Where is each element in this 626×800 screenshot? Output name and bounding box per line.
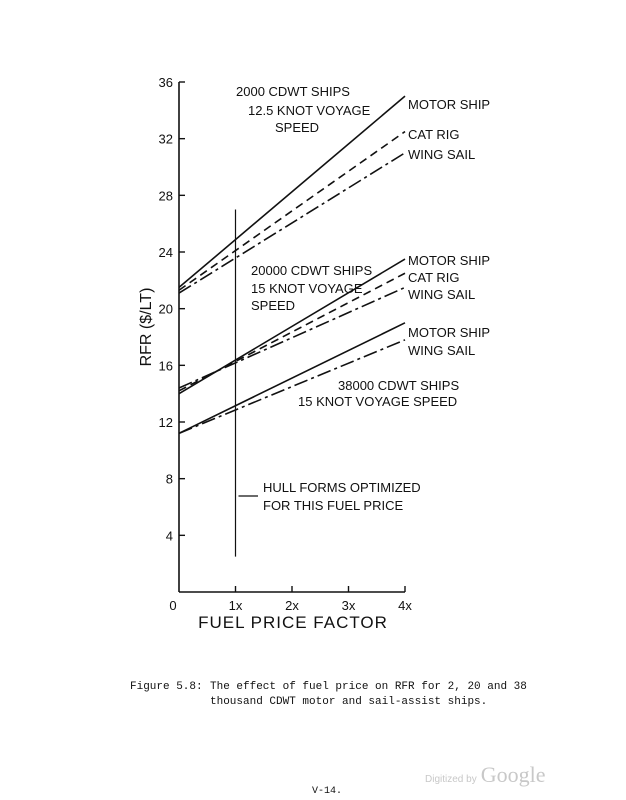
x-axis-title: FUEL PRICE FACTOR (198, 613, 388, 632)
reference-annotation-line-0: HULL FORMS OPTIMIZED (263, 480, 421, 495)
x-tick-label-4: 4x (398, 598, 412, 613)
x-tick-label-2: 2x (285, 598, 299, 613)
y-tick-label-12: 12 (159, 415, 173, 430)
y-tick-label-24: 24 (159, 245, 173, 260)
series-lines (178, 95, 406, 435)
x-tick-label-0: 0 (169, 598, 176, 613)
annotations: HULL FORMS OPTIMIZED FOR THIS FUEL PRICE (234, 209, 421, 557)
group-label-0-line-2: SPEED (275, 120, 319, 135)
y-tick-label-28: 28 (159, 188, 173, 203)
caption-line-2: thousand CDWT motor and sail-assist ship… (210, 696, 488, 708)
x-tick-label-3: 3x (342, 598, 356, 613)
ticks: 4 8 12 16 20 24 28 32 36 0 1x 2x 3x 4x (159, 75, 413, 613)
series-label-g1-cat-rig: CAT RIG (408, 270, 460, 285)
group-label-0-line-1: 12.5 KNOT VOYAGE (248, 103, 371, 118)
y-tick-label-32: 32 (159, 132, 173, 147)
watermark-brand: Google (480, 762, 546, 787)
series-line-g0-wing-sail (178, 152, 406, 294)
caption-label: Figure 5.8: (130, 681, 203, 693)
caption-line-1: The effect of fuel price on RFR for 2, 2… (210, 681, 527, 693)
y-tick-label-4: 4 (166, 528, 173, 543)
series-line-g2-motor-ship (178, 322, 406, 435)
group-label-2-line-0: 38000 CDWT SHIPS (338, 378, 459, 393)
y-tick-label-16: 16 (159, 358, 173, 373)
series-label-g0-motor-ship: MOTOR SHIP (408, 97, 490, 112)
page-number: V-14. (312, 786, 343, 797)
series-line-g1-cat-rig (178, 272, 406, 392)
rfr-chart: FUEL PRICE FACTOR RFR ($/LT) 4 8 12 16 20 24 28… (138, 75, 490, 632)
watermark-prefix: Digitized by (425, 774, 477, 785)
series-line-g2-wing-sail (178, 339, 406, 435)
y-tick-label-36: 36 (159, 75, 173, 90)
series-label-g2-wing-sail: WING SAIL (408, 343, 475, 358)
group-label-1-line-0: 20000 CDWT SHIPS (251, 263, 372, 278)
series-line-g1-wing-sail (178, 286, 406, 389)
y-tick-label-8: 8 (166, 472, 173, 487)
series-label-g2-motor-ship: MOTOR SHIP (408, 325, 490, 340)
series-label-g0-wing-sail: WING SAIL (408, 147, 475, 162)
series-label-g1-motor-ship: MOTOR SHIP (408, 253, 490, 268)
reference-annotation-line-1: FOR THIS FUEL PRICE (263, 498, 403, 513)
series-line-g0-motor-ship (178, 95, 406, 289)
group-label-0-line-0: 2000 CDWT SHIPS (236, 84, 350, 99)
y-tick-label-20: 20 (159, 302, 173, 317)
x-tick-label-1: 1x (229, 598, 243, 613)
y-axis-title: RFR ($/LT) (138, 288, 155, 367)
axes: FUEL PRICE FACTOR RFR ($/LT) (138, 82, 405, 632)
series-label-g1-wing-sail: WING SAIL (408, 287, 475, 302)
digitized-watermark: Digitized by Google (425, 762, 545, 788)
group-label-1-line-2: SPEED (251, 298, 295, 313)
series-labels: MOTOR SHIP CAT RIG WING SAIL MOTOR SHIP CAT … (236, 84, 490, 409)
figure-caption: Figure 5.8: The effect of fuel price on R… (130, 680, 550, 710)
series-line-g0-cat-rig (178, 130, 406, 291)
series-label-g0-cat-rig: CAT RIG (408, 127, 460, 142)
group-label-1-line-1: 15 KNOT VOYAGE (251, 281, 363, 296)
group-label-2-line-1: 15 KNOT VOYAGE SPEED (298, 394, 457, 409)
